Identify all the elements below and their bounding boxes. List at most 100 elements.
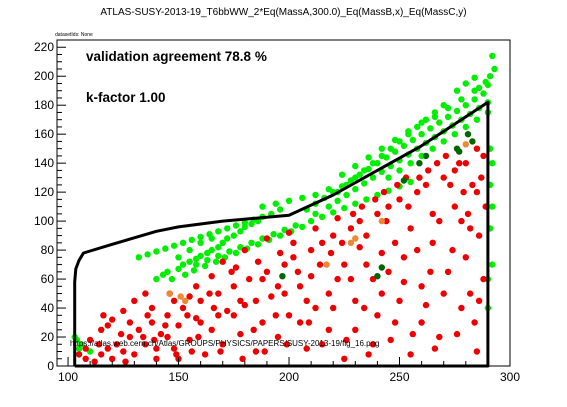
red-point — [480, 152, 487, 160]
green-point — [226, 248, 233, 255]
red-point — [120, 348, 127, 355]
red-point — [440, 174, 447, 181]
green-point — [285, 197, 293, 204]
red-point — [431, 345, 439, 352]
green-point — [182, 271, 189, 278]
red-point — [325, 290, 332, 297]
green-point — [197, 252, 204, 260]
red-point — [319, 239, 326, 246]
red-point — [383, 217, 390, 225]
plot-frame — [56, 39, 511, 367]
red-point — [453, 330, 461, 338]
red-point — [140, 333, 147, 341]
green-point — [334, 197, 341, 204]
red-point — [224, 307, 231, 315]
darkgreen-point — [374, 273, 381, 280]
red-point — [274, 283, 282, 290]
red-point — [230, 312, 237, 319]
red-point — [303, 297, 310, 304]
red-point — [456, 160, 463, 167]
red-point — [162, 322, 169, 329]
red-point — [436, 333, 443, 341]
green-point — [277, 232, 284, 239]
red-point — [475, 297, 483, 304]
orange-point — [462, 141, 469, 148]
green-point — [248, 239, 255, 246]
green-point — [259, 235, 266, 242]
red-point — [414, 188, 421, 196]
red-point — [170, 297, 178, 304]
red-point — [449, 246, 456, 254]
darkgreen-point — [378, 264, 385, 271]
red-point — [365, 351, 372, 358]
green-point — [299, 223, 306, 231]
red-point — [471, 319, 478, 326]
red-point — [341, 355, 348, 362]
green-point — [197, 233, 204, 241]
green-point — [190, 267, 198, 274]
green-point — [429, 145, 436, 152]
red-point — [429, 239, 436, 246]
red-point — [98, 326, 105, 333]
red-point — [186, 336, 193, 344]
green-point — [462, 80, 469, 87]
y-tick-label: 140 — [34, 156, 54, 170]
red-point — [425, 167, 432, 174]
red-point — [232, 264, 240, 271]
green-point — [352, 162, 359, 170]
red-point — [356, 244, 363, 251]
green-point — [484, 81, 492, 89]
red-point — [122, 358, 129, 365]
red-point — [195, 333, 202, 341]
red-point — [352, 297, 359, 304]
green-point — [480, 90, 487, 97]
red-point — [347, 225, 355, 232]
y-tick-label: 60 — [41, 272, 55, 286]
red-point — [104, 322, 112, 329]
red-point — [197, 297, 204, 304]
green-point — [471, 96, 478, 103]
red-point — [217, 348, 224, 355]
green-point — [473, 116, 481, 123]
green-point — [188, 236, 195, 244]
green-point — [431, 109, 439, 116]
darkgreen-point — [456, 148, 463, 155]
exclusion-contour — [73, 100, 490, 368]
red-point — [281, 261, 288, 268]
green-point — [453, 87, 461, 94]
green-point — [462, 102, 469, 109]
red-point — [458, 217, 465, 225]
red-point — [268, 293, 275, 300]
red-point — [201, 351, 209, 358]
red-point — [418, 283, 425, 290]
red-point — [473, 188, 481, 196]
red-point — [440, 290, 447, 297]
red-point — [144, 312, 151, 319]
red-point — [109, 316, 116, 323]
red-point — [188, 348, 195, 355]
red-point — [215, 312, 222, 319]
green-point — [254, 241, 262, 248]
green-point — [206, 231, 213, 238]
red-point — [153, 355, 160, 362]
green-point — [409, 136, 416, 144]
red-point — [239, 355, 246, 362]
red-point — [414, 246, 421, 254]
green-point — [387, 145, 394, 152]
red-point — [451, 203, 458, 210]
red-point — [142, 341, 149, 348]
red-point — [215, 290, 222, 297]
green-point — [378, 152, 385, 160]
red-point — [281, 290, 288, 297]
green-point — [153, 275, 160, 283]
green-point — [374, 160, 381, 167]
red-point — [369, 341, 377, 348]
red-point — [175, 322, 182, 329]
green-point — [197, 239, 204, 246]
y-tick-label: 80 — [41, 243, 55, 257]
darkgreen-point — [279, 273, 286, 280]
red-point — [208, 326, 215, 333]
red-point — [442, 152, 450, 160]
green-point — [241, 219, 248, 226]
